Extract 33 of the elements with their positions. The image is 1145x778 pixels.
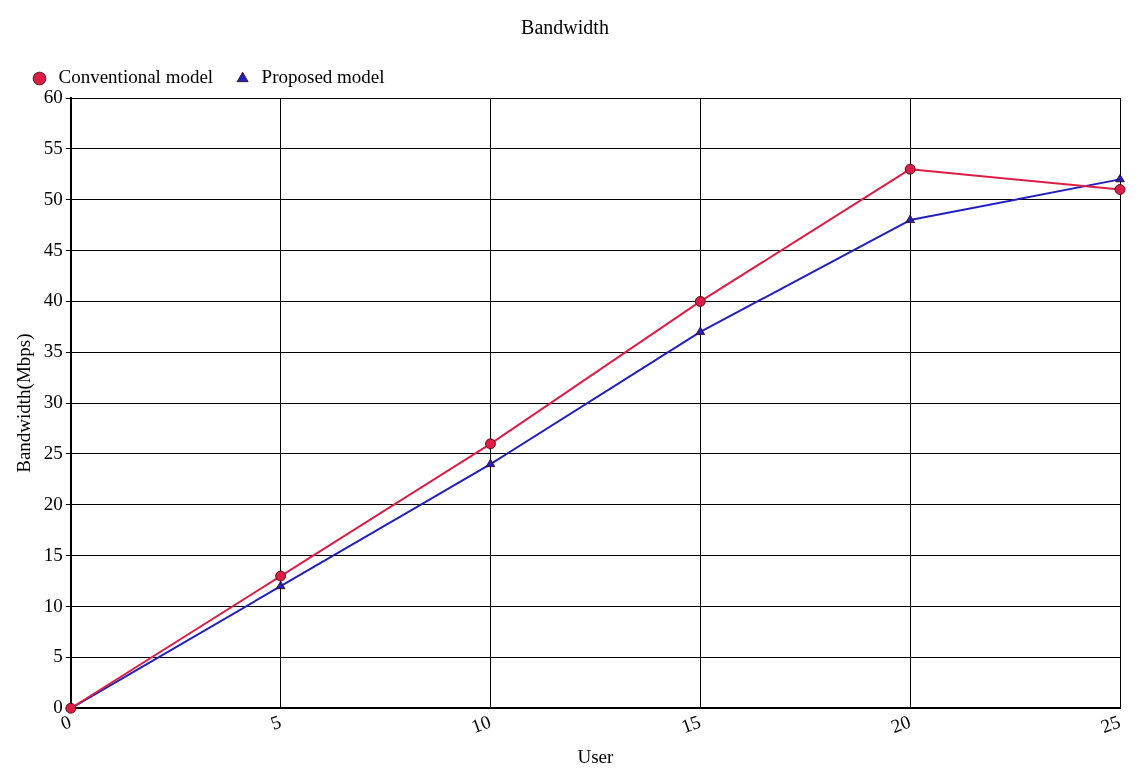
x-tick-label: 25 [1098, 710, 1124, 737]
point [275, 580, 286, 590]
point [694, 296, 706, 307]
y-tick-label: 35 [43, 340, 63, 362]
y-tick-label: 25 [43, 441, 63, 463]
x-tick-label: 5 [267, 710, 284, 734]
y-tick-label: 5 [53, 645, 63, 667]
x-tick-label: 20 [888, 710, 914, 737]
x-tick-label: 10 [468, 710, 494, 737]
chart-title: Bandwidth [521, 16, 609, 39]
legend-label: Proposed model [261, 66, 385, 88]
y-tick-label: 55 [43, 136, 63, 158]
legend-label: Conventional model [58, 66, 214, 88]
y-tick-label: 10 [43, 594, 63, 616]
y-tick-label: 20 [43, 492, 63, 514]
y-axis-title: Bandwidth(Mbps) [13, 333, 36, 473]
x-tick-label: 15 [678, 710, 704, 737]
point [1114, 184, 1126, 195]
point [485, 438, 496, 450]
y-tick-label: 45 [43, 238, 63, 260]
point [1115, 173, 1125, 183]
y-tick-label: 50 [43, 187, 63, 209]
point [695, 326, 706, 335]
x-axis-title: User [577, 745, 614, 767]
point [904, 163, 916, 175]
y-tick-label: 15 [43, 543, 63, 565]
y-tick-label: 60 [43, 85, 63, 107]
y-tick-label: 0 [53, 696, 63, 718]
point [275, 570, 287, 582]
point [905, 214, 915, 223]
y-tick-label: 40 [43, 289, 63, 311]
y-tick-label: 30 [43, 391, 63, 413]
point [485, 458, 496, 468]
